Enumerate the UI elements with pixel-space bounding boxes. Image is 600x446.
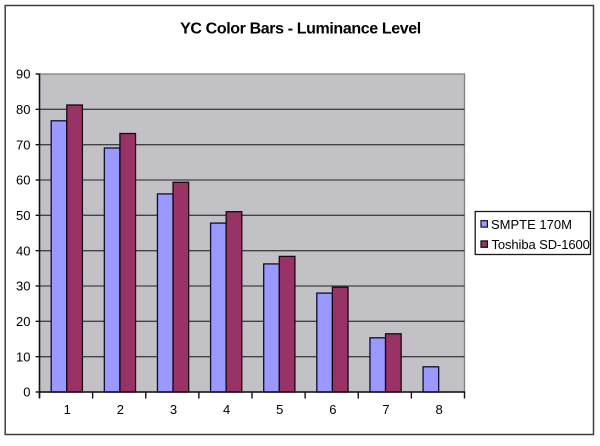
svg-text:80: 80: [16, 102, 30, 117]
svg-text:70: 70: [16, 137, 30, 152]
svg-text:2: 2: [117, 402, 124, 417]
svg-text:Toshiba SD-1600: Toshiba SD-1600: [492, 237, 590, 252]
svg-text:3: 3: [170, 402, 177, 417]
svg-text:6: 6: [329, 402, 336, 417]
svg-text:90: 90: [16, 67, 30, 82]
svg-text:YC Color Bars - Luminance Leve: YC Color Bars - Luminance Level: [180, 21, 421, 38]
svg-text:0: 0: [23, 385, 30, 400]
svg-text:10: 10: [16, 349, 30, 364]
svg-text:7: 7: [382, 402, 389, 417]
svg-text:50: 50: [16, 208, 30, 223]
svg-text:5: 5: [276, 402, 283, 417]
svg-text:8: 8: [436, 402, 443, 417]
svg-text:4: 4: [223, 402, 230, 417]
svg-text:40: 40: [16, 243, 30, 258]
svg-text:1: 1: [64, 402, 71, 417]
svg-text:20: 20: [16, 314, 30, 329]
svg-text:60: 60: [16, 173, 30, 188]
svg-text:SMPTE 170M: SMPTE 170M: [491, 217, 572, 232]
svg-text:30: 30: [16, 279, 30, 294]
